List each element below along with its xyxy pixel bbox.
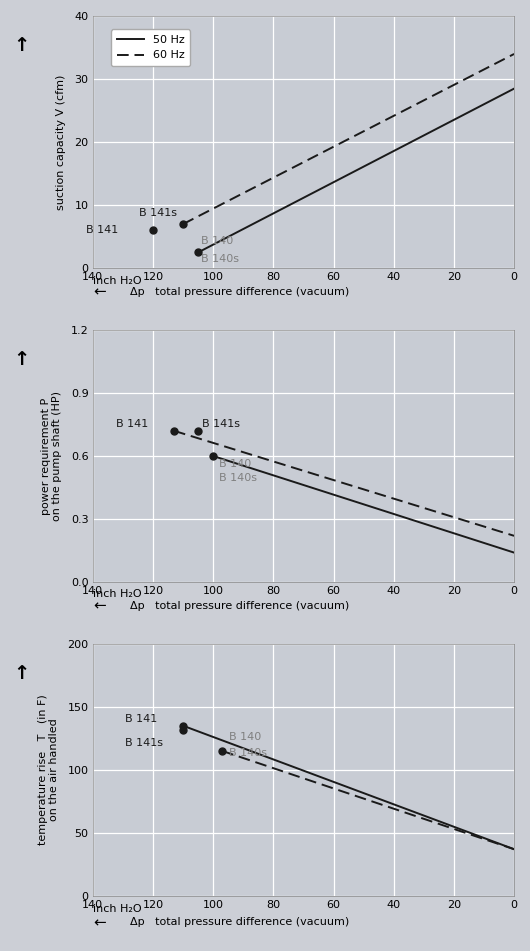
Text: B 140: B 140 (219, 459, 251, 469)
Text: B 140s: B 140s (219, 473, 257, 483)
Text: inch H₂O: inch H₂O (93, 590, 142, 599)
Y-axis label: temperature rise   T   (in F)
on the air handled: temperature rise T (in F) on the air han… (38, 694, 59, 845)
Text: B 141: B 141 (116, 418, 148, 429)
Text: Δp   total pressure difference (vacuum): Δp total pressure difference (vacuum) (130, 918, 349, 927)
Text: B 140: B 140 (229, 732, 261, 742)
60 Hz (511, 49, 517, 60)
Text: B 141: B 141 (86, 225, 119, 235)
Text: B 140s: B 140s (201, 254, 239, 264)
Legend: 50 Hz, 60 Hz: 50 Hz, 60 Hz (111, 29, 190, 66)
Text: B 141s: B 141s (125, 738, 163, 748)
Text: ↑: ↑ (13, 36, 29, 55)
Text: ↑: ↑ (13, 664, 29, 683)
Text: B 141s: B 141s (202, 418, 240, 429)
Line: 50 Hz: 50 Hz (198, 88, 514, 252)
Text: B 140s: B 140s (229, 748, 267, 759)
50 Hz (511, 83, 517, 94)
Text: B 141s: B 141s (138, 207, 176, 218)
Text: Δp   total pressure difference (vacuum): Δp total pressure difference (vacuum) (130, 287, 349, 297)
Text: inch H₂O: inch H₂O (93, 276, 142, 285)
Line: 60 Hz: 60 Hz (183, 54, 514, 224)
Text: ←: ← (93, 598, 105, 613)
Text: B 140: B 140 (201, 236, 233, 246)
Text: Δp   total pressure difference (vacuum): Δp total pressure difference (vacuum) (130, 601, 349, 611)
Y-axis label: suction capacity V (cfm): suction capacity V (cfm) (56, 74, 66, 210)
Text: ←: ← (93, 284, 105, 300)
Text: B 141: B 141 (125, 713, 157, 724)
Text: ←: ← (93, 915, 105, 930)
60 Hz (180, 219, 186, 230)
Text: inch H₂O: inch H₂O (93, 904, 142, 914)
50 Hz (195, 246, 201, 258)
Text: ↑: ↑ (13, 350, 29, 369)
Y-axis label: power requirement P
on the pump shaft (HP): power requirement P on the pump shaft (H… (41, 391, 63, 521)
